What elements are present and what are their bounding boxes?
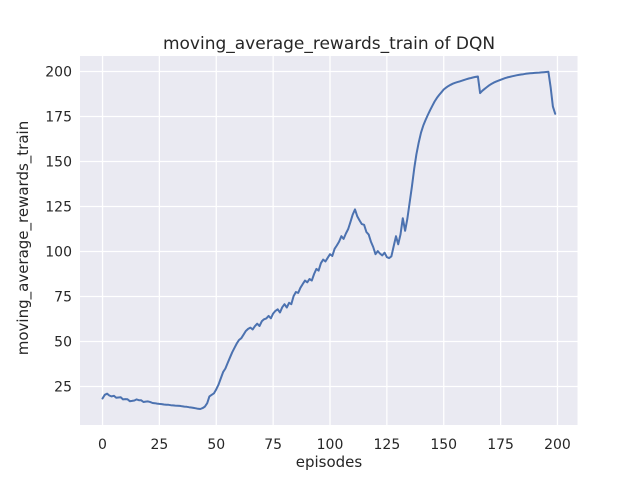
reward-line bbox=[101, 70, 557, 410]
x-tick-label: 125 bbox=[374, 437, 401, 453]
y-tick-label: 200 bbox=[45, 64, 72, 80]
y-tick-label: 100 bbox=[45, 244, 72, 260]
y-tick-label: 50 bbox=[54, 334, 72, 350]
x-tick-label: 150 bbox=[430, 437, 457, 453]
x-tick-label: 200 bbox=[544, 437, 571, 453]
x-tick-label: 100 bbox=[317, 437, 344, 453]
plot-background bbox=[80, 56, 578, 425]
y-tick-label: 150 bbox=[45, 154, 72, 170]
y-tick-label: 125 bbox=[45, 199, 72, 215]
x-axis-label: episodes bbox=[295, 453, 363, 471]
x-tick-label: 0 bbox=[98, 437, 107, 453]
y-tick-label: 25 bbox=[54, 379, 72, 395]
x-tick-label: 75 bbox=[264, 437, 282, 453]
y-tick-label: 175 bbox=[45, 109, 72, 125]
y-tick-label: 75 bbox=[54, 289, 72, 305]
x-tick-label: 175 bbox=[487, 437, 514, 453]
chart-title: moving_average_rewards_train of DQN bbox=[162, 34, 496, 54]
x-tick-label: 25 bbox=[150, 437, 168, 453]
x-tick-label: 50 bbox=[207, 437, 225, 453]
y-axis-label: moving_average_rewards_train bbox=[14, 120, 32, 356]
